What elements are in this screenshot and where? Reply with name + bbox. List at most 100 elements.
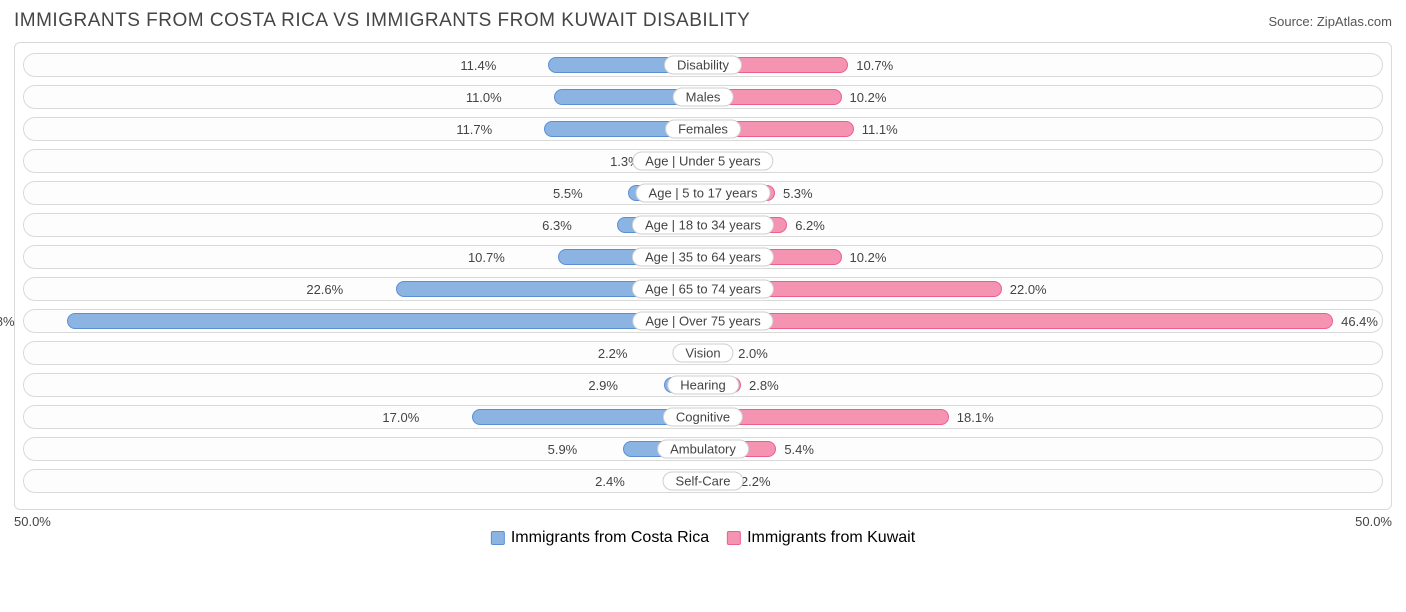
left-half: 6.3%	[24, 214, 703, 236]
legend-item-left: Immigrants from Costa Rica	[491, 529, 709, 547]
value-left: 2.9%	[588, 374, 626, 396]
value-right: 2.0%	[730, 342, 768, 364]
right-half: 1.2%	[703, 150, 1382, 172]
chart-row: 5.9% 5.4% Ambulatory	[23, 437, 1383, 461]
category-label: Age | 35 to 64 years	[632, 248, 774, 267]
value-right: 10.7%	[848, 54, 893, 76]
value-right: 5.4%	[776, 438, 814, 460]
category-label: Hearing	[667, 376, 739, 395]
source-label: Source: ZipAtlas.com	[1268, 14, 1392, 29]
left-half: 46.8%	[24, 310, 703, 332]
legend-item-right: Immigrants from Kuwait	[727, 529, 915, 547]
left-half: 5.5%	[24, 182, 703, 204]
value-right: 46.4%	[1333, 310, 1378, 332]
left-half: 11.0%	[24, 86, 703, 108]
right-half: 46.4%	[703, 310, 1382, 332]
value-left: 2.4%	[595, 470, 633, 492]
chart-row: 22.6% 22.0% Age | 65 to 74 years	[23, 277, 1383, 301]
chart-row: 2.2% 2.0%Vision	[23, 341, 1383, 365]
value-right: 10.2%	[842, 86, 887, 108]
legend-label-right: Immigrants from Kuwait	[747, 529, 915, 547]
value-left: 10.7%	[468, 246, 513, 268]
category-label: Females	[665, 120, 741, 139]
value-right: 5.3%	[775, 182, 813, 204]
axis-right-max: 50.0%	[703, 514, 1392, 529]
chart-row: 1.3%1.2%Age | Under 5 years	[23, 149, 1383, 173]
chart-row: 2.9% 2.8%Hearing	[23, 373, 1383, 397]
right-half: 10.2%	[703, 246, 1382, 268]
chart-row: 11.0% 10.2% Males	[23, 85, 1383, 109]
value-left: 2.2%	[598, 342, 636, 364]
category-label: Ambulatory	[657, 440, 749, 459]
right-half: 11.1%	[703, 118, 1382, 140]
chart-title: IMMIGRANTS FROM COSTA RICA VS IMMIGRANTS…	[14, 10, 750, 32]
left-half: 22.6%	[24, 278, 703, 300]
right-half: 5.3%	[703, 182, 1382, 204]
value-right: 22.0%	[1002, 278, 1047, 300]
chart-row: 11.4% 10.7% Disability	[23, 53, 1383, 77]
chart-row: 6.3% 6.2% Age | 18 to 34 years	[23, 213, 1383, 237]
value-left: 11.4%	[460, 54, 504, 76]
right-half: 6.2%	[703, 214, 1382, 236]
category-label: Age | 5 to 17 years	[636, 184, 771, 203]
right-half: 2.8%	[703, 374, 1382, 396]
chart-footer: 50.0% 50.0% Immigrants from Costa Rica I…	[14, 514, 1392, 534]
value-right: 2.8%	[741, 374, 779, 396]
value-left: 46.8%	[0, 310, 23, 332]
category-label: Age | 65 to 74 years	[632, 280, 774, 299]
left-half: 2.9%	[24, 374, 703, 396]
left-half: 5.9%	[24, 438, 703, 460]
value-left: 5.9%	[548, 438, 586, 460]
category-label: Cognitive	[663, 408, 743, 427]
value-left: 17.0%	[382, 406, 427, 428]
chart-row: 17.0% 18.1% Cognitive	[23, 405, 1383, 429]
category-label: Age | 18 to 34 years	[632, 216, 774, 235]
left-half: 2.4%	[24, 470, 703, 492]
category-label: Disability	[664, 56, 742, 75]
legend-swatch-left	[491, 531, 505, 545]
legend-label-left: Immigrants from Costa Rica	[511, 529, 709, 547]
chart-row: 11.7% 11.1% Females	[23, 117, 1383, 141]
value-right: 6.2%	[787, 214, 825, 236]
left-half: 11.4%	[24, 54, 703, 76]
axis-labels: 50.0% 50.0%	[14, 514, 1392, 529]
chart-row: 10.7% 10.2% Age | 35 to 64 years	[23, 245, 1383, 269]
source-link[interactable]: ZipAtlas.com	[1317, 14, 1392, 29]
legend: Immigrants from Costa Rica Immigrants fr…	[491, 529, 915, 547]
right-half: 2.0%	[703, 342, 1382, 364]
value-right: 18.1%	[949, 406, 994, 428]
diverging-bar-chart: 11.4% 10.7% Disability 11.0% 10.2% Males 11.7%…	[14, 42, 1392, 510]
value-left: 11.0%	[466, 86, 510, 108]
legend-swatch-right	[727, 531, 741, 545]
left-half: 11.7%	[24, 118, 703, 140]
category-label: Age | Over 75 years	[632, 312, 773, 331]
value-left: 22.6%	[306, 278, 351, 300]
left-half: 17.0%	[24, 406, 703, 428]
chart-row: 5.5% 5.3%Age | 5 to 17 years	[23, 181, 1383, 205]
value-right: 10.2%	[842, 246, 887, 268]
right-half: 18.1%	[703, 406, 1382, 428]
right-half: 10.7%	[703, 54, 1382, 76]
right-half: 2.2%	[703, 470, 1382, 492]
left-half: 10.7%	[24, 246, 703, 268]
bar-left	[67, 313, 703, 329]
right-half: 5.4%	[703, 438, 1382, 460]
category-label: Age | Under 5 years	[632, 152, 773, 171]
bar-right	[703, 313, 1333, 329]
category-label: Vision	[672, 344, 733, 363]
left-half: 2.2%	[24, 342, 703, 364]
source-prefix: Source:	[1268, 14, 1316, 29]
right-half: 10.2%	[703, 86, 1382, 108]
category-label: Self-Care	[663, 472, 744, 491]
header: IMMIGRANTS FROM COSTA RICA VS IMMIGRANTS…	[14, 10, 1392, 32]
axis-left-max: 50.0%	[14, 514, 703, 529]
chart-row: 46.8% 46.4% Age | Over 75 years	[23, 309, 1383, 333]
value-left: 5.5%	[553, 182, 591, 204]
right-half: 22.0%	[703, 278, 1382, 300]
chart-row: 2.4% 2.2%Self-Care	[23, 469, 1383, 493]
value-right: 11.1%	[854, 118, 898, 140]
value-left: 6.3%	[542, 214, 580, 236]
left-half: 1.3%	[24, 150, 703, 172]
category-label: Males	[673, 88, 734, 107]
value-left: 11.7%	[456, 118, 500, 140]
